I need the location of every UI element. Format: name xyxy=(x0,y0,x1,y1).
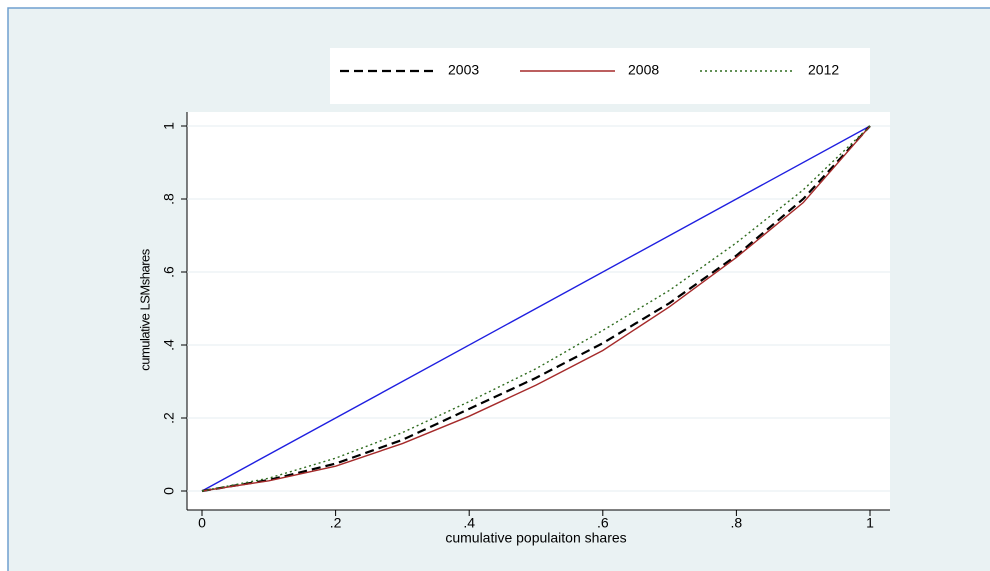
series-line xyxy=(201,125,871,493)
x-tick-label: .2 xyxy=(330,515,342,531)
series-line xyxy=(201,125,871,492)
x-tick-label: .4 xyxy=(463,515,475,531)
y-axis-label: cumulative LSMshares xyxy=(137,248,152,370)
x-tick-label: 1 xyxy=(866,515,874,531)
y-tick-label: .6 xyxy=(161,266,177,278)
y-tick-label: 0 xyxy=(161,487,177,495)
legend-label: 2003 xyxy=(448,62,479,78)
series-line xyxy=(201,125,871,492)
y-tick-label: .8 xyxy=(161,193,177,205)
plot-region xyxy=(187,112,890,510)
y-tick-label: .2 xyxy=(161,412,177,424)
x-tick-label: .8 xyxy=(731,515,743,531)
legend-label: 2008 xyxy=(628,62,659,78)
x-tick-label: 0 xyxy=(198,515,206,531)
y-tick-label: 1 xyxy=(161,122,177,130)
legend-label: 2012 xyxy=(808,62,839,78)
legend-box xyxy=(330,48,870,104)
x-tick-label: .6 xyxy=(597,515,609,531)
x-axis-label: cumulative populaiton shares xyxy=(445,530,626,546)
y-tick-label: .4 xyxy=(161,339,177,351)
